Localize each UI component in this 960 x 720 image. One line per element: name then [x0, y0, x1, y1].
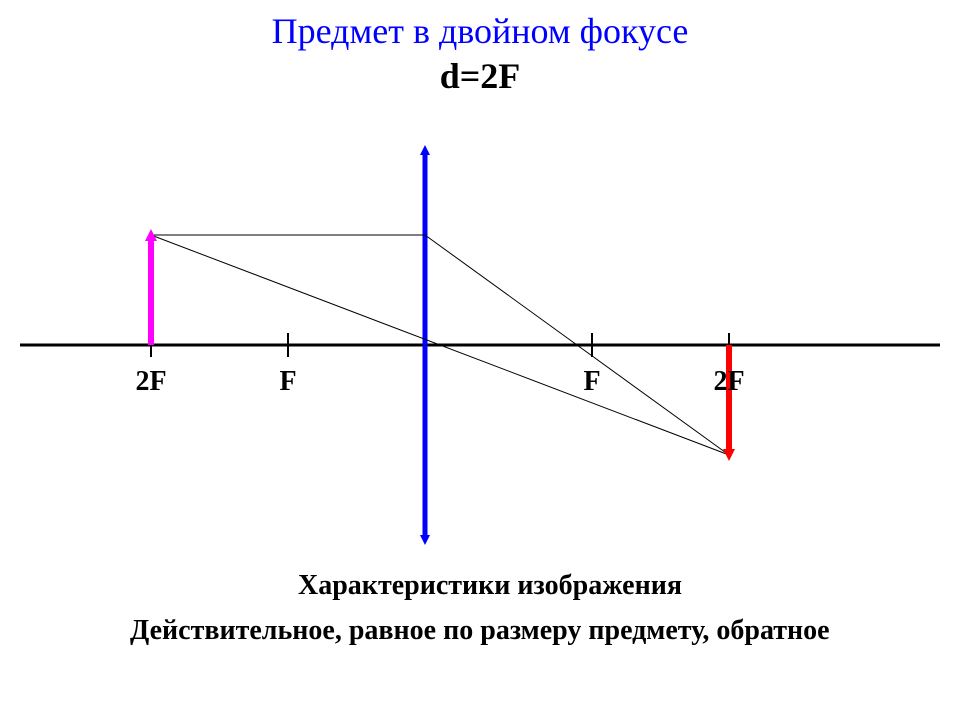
label-2F-left: 2F	[135, 366, 166, 397]
caption-body: Действительное, равное по размеру предме…	[130, 614, 850, 648]
optics-diagram: 2F F F 2F	[0, 0, 960, 560]
caption-block: Характеристики изображения Действительно…	[130, 570, 850, 648]
label-2F-right: 2F	[713, 366, 744, 397]
label-F-left: F	[279, 366, 296, 397]
caption-heading: Характеристики изображения	[130, 570, 850, 602]
label-F-right: F	[583, 366, 600, 397]
